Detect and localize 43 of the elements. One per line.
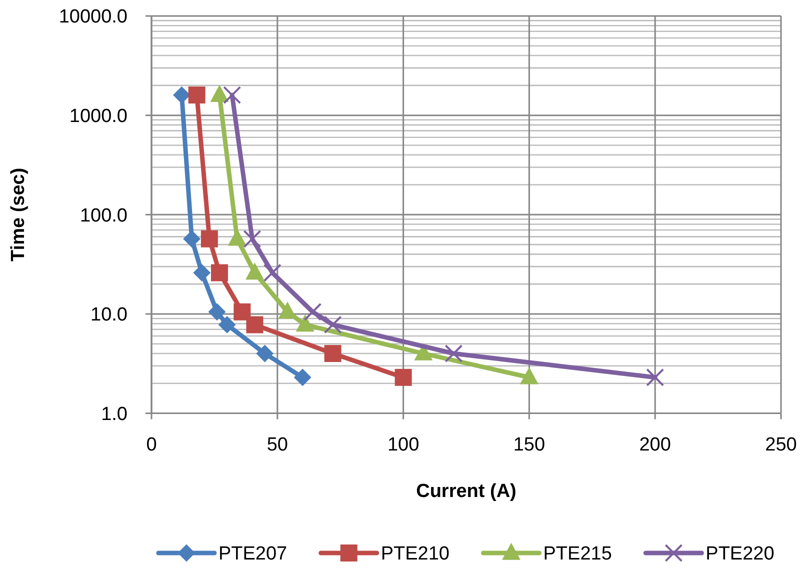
point	[243, 230, 262, 248]
point	[246, 263, 264, 280]
y-tick-label: 1.0	[101, 404, 128, 425]
legend-label: PTE220	[706, 544, 774, 565]
point	[246, 316, 264, 334]
point	[183, 230, 200, 248]
point	[208, 303, 226, 320]
point	[304, 302, 322, 321]
x-axis-title: Current (A)	[416, 481, 516, 502]
point	[228, 229, 246, 246]
legend-label: PTE207	[218, 544, 288, 565]
point	[324, 345, 342, 362]
y-tick-label: 10.0	[90, 304, 128, 326]
legend-label: PTE210	[380, 544, 450, 565]
point	[444, 344, 463, 362]
point	[218, 316, 236, 334]
y-axis-title: Time (sec)	[8, 168, 29, 262]
x-tick-label: 50	[266, 434, 288, 456]
point	[294, 368, 312, 386]
point	[173, 86, 190, 104]
point	[223, 86, 242, 104]
y-tick-label: 10000.0	[58, 6, 128, 28]
y-tick-label: 100.0	[80, 205, 128, 226]
point	[210, 264, 228, 282]
point	[394, 368, 412, 386]
y-tick-label: 1000.0	[69, 106, 128, 127]
point	[520, 368, 538, 384]
point	[324, 316, 342, 334]
point	[414, 344, 432, 360]
point	[234, 303, 251, 320]
legend-label: PTE215	[543, 544, 612, 565]
x-tick-label: 200	[639, 434, 671, 456]
point	[646, 368, 664, 386]
x-tick-label: 250	[765, 434, 797, 456]
point	[296, 314, 314, 332]
x-tick-label: 100	[387, 434, 420, 456]
point	[200, 230, 218, 248]
point	[193, 264, 210, 282]
point	[256, 345, 274, 362]
x-tick-label: 150	[513, 434, 546, 456]
x-tick-label: 0	[146, 434, 157, 456]
point	[188, 86, 206, 104]
point	[263, 264, 282, 282]
